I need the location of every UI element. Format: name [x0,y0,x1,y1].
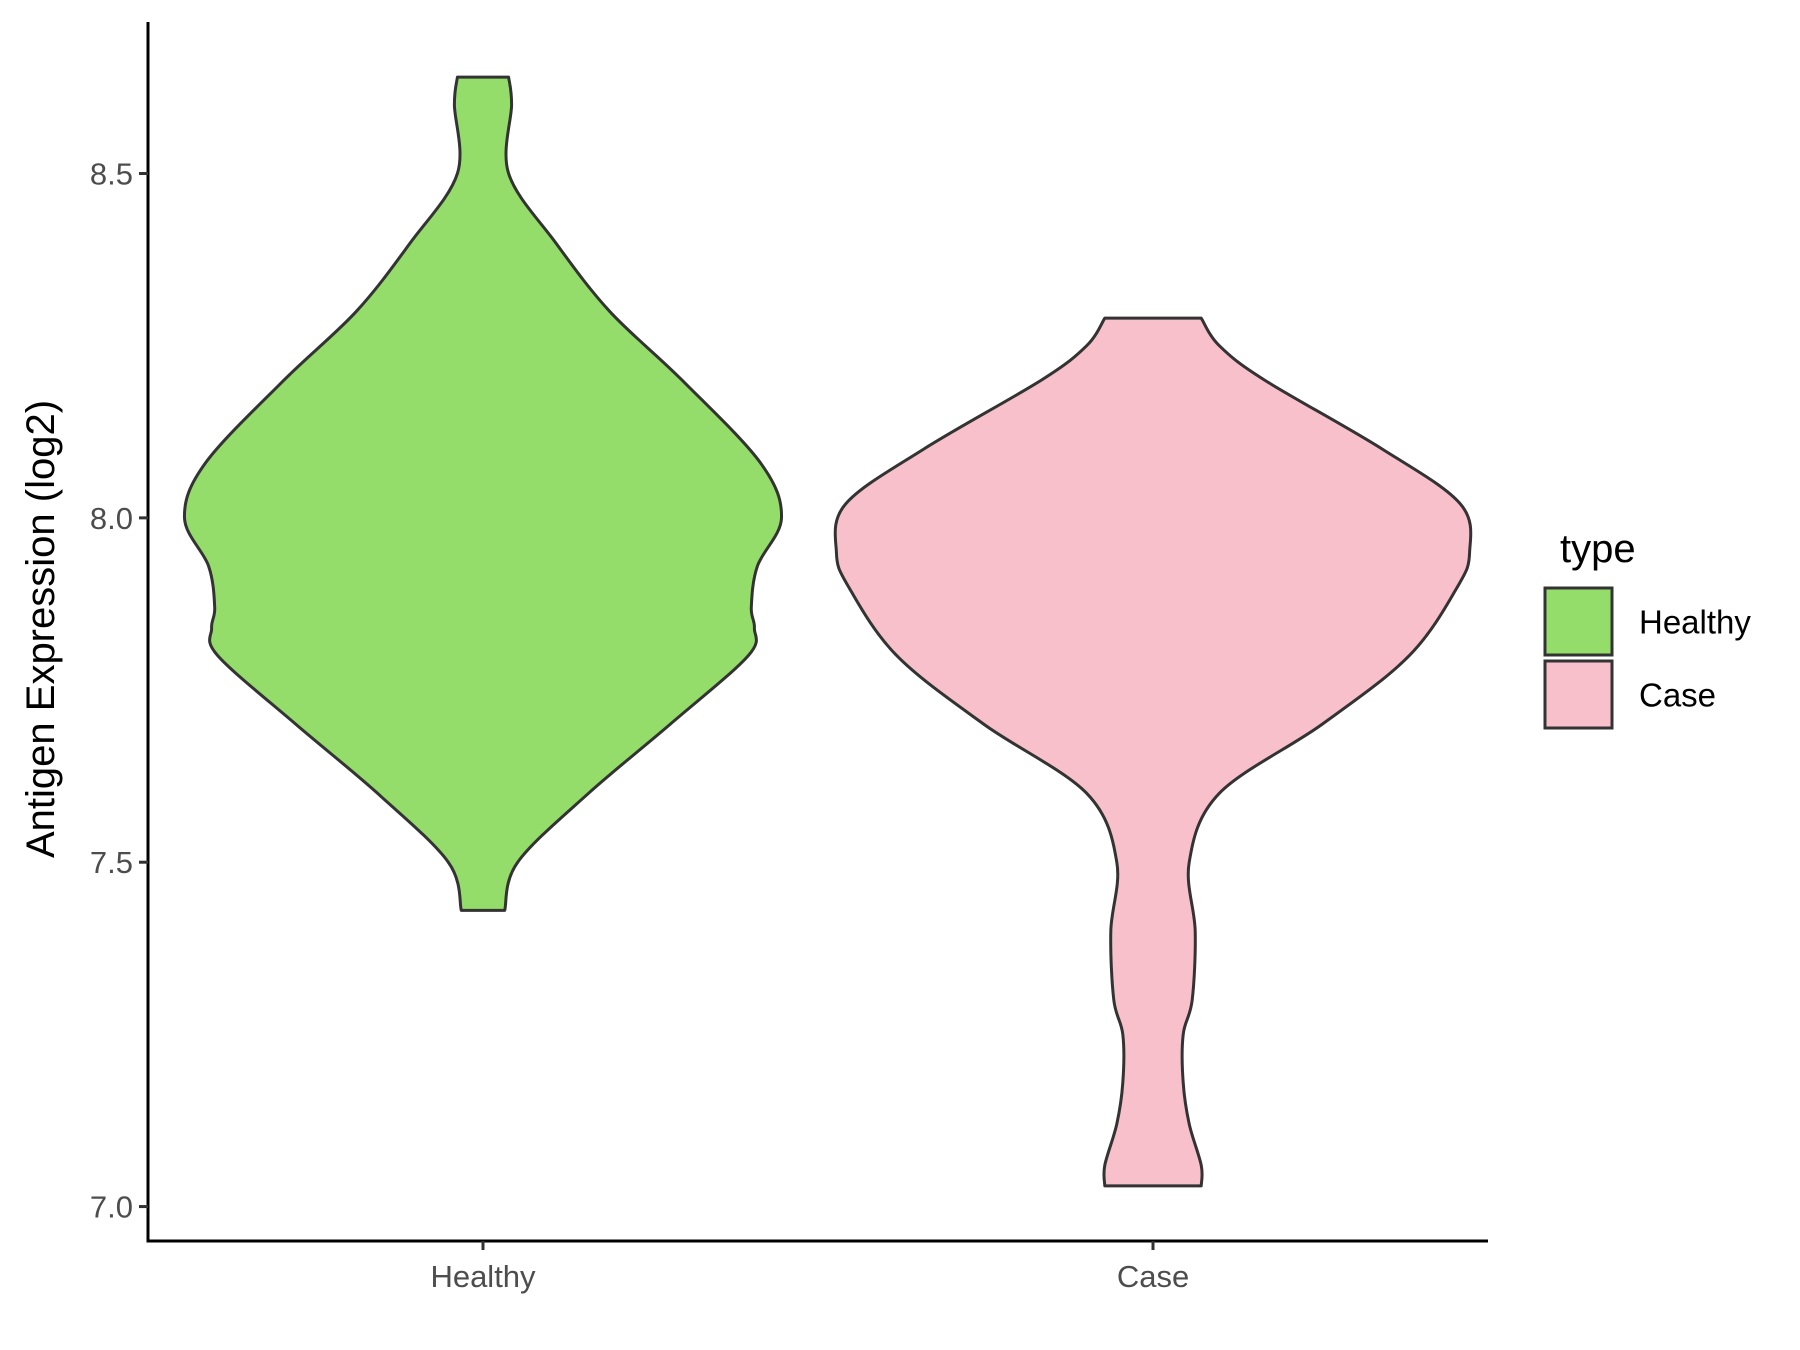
y-axis-title: Antigen Expression (log2) [19,400,63,858]
legend-label-healthy: Healthy [1639,604,1751,641]
legend-key-healthy [1543,586,1614,657]
violin-case [833,316,1473,1188]
x-tick-label: Healthy [430,1259,536,1294]
legend: type Healthy Case [1543,527,1751,730]
legend-items: Healthy Case [1543,586,1751,730]
y-axis-ticks: 7.0 7.5 8.0 8.5 [90,157,148,1225]
x-tick-label: Case [1117,1259,1189,1294]
legend-key-case [1543,659,1614,730]
y-tick-label: 8.5 [90,157,133,192]
y-tick-label: 7.0 [90,1190,133,1225]
y-tick-label: 8.0 [90,501,133,536]
violin-healthy [182,75,784,912]
legend-title: type [1560,527,1636,571]
legend-label-case: Case [1639,677,1716,714]
y-tick-label: 7.5 [90,845,133,880]
violins-layer [182,75,1473,1188]
x-axis-ticks: Healthy Case [430,1241,1189,1294]
